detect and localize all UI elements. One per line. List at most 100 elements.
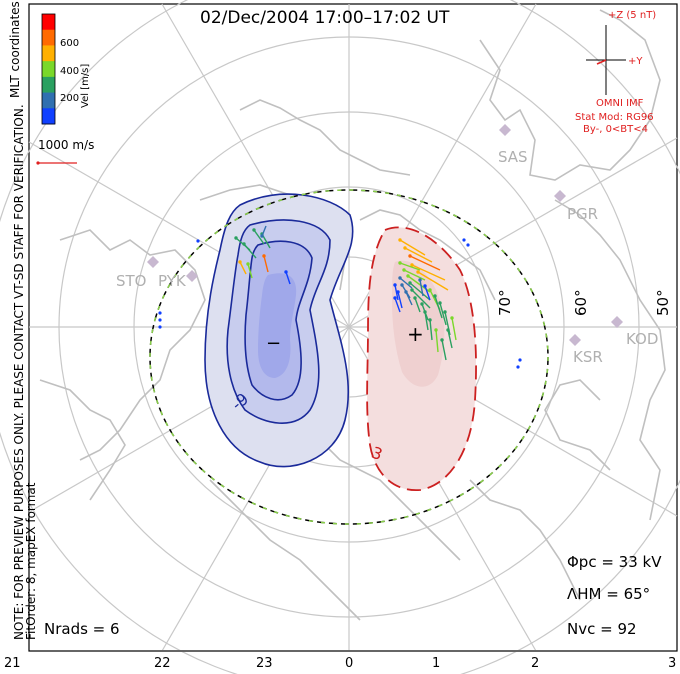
velocity-vector	[429, 319, 433, 341]
velocity-vector	[399, 262, 421, 271]
velocity-vector	[405, 291, 413, 306]
velocity-vector-origin	[252, 228, 256, 232]
velocity-dots	[158, 238, 522, 369]
mlt-tick-0: 0	[345, 656, 354, 671]
station-sas: SAS	[498, 148, 528, 166]
mlt-tick-23: 23	[256, 656, 273, 671]
velocity-vector-origin	[410, 288, 414, 292]
radar-count: Nrads = 6	[44, 620, 120, 638]
velocity-vector	[261, 225, 267, 237]
velocity-vector	[404, 247, 433, 263]
colorbar-segment	[42, 92, 55, 109]
lat-label-60: 60°	[572, 289, 590, 316]
velocity-vector-origin	[398, 238, 402, 242]
stat-model: Stat Mod: RG96	[575, 112, 654, 123]
station-sto: STO	[116, 272, 147, 290]
velocity-vector	[439, 302, 447, 326]
velocity-vector-origin	[404, 290, 408, 294]
map-title: 02/Dec/2004 17:00–17:02 UT	[200, 8, 450, 28]
velocity-vector-origin	[403, 246, 407, 250]
velocity-vector-origin	[428, 318, 432, 322]
mlt-tick-21: 21	[4, 656, 21, 671]
colorbar-segment	[42, 76, 55, 94]
velocity-vector-origin	[434, 328, 438, 332]
velocity-vector-origin	[402, 268, 406, 272]
velocity-vector-origin	[406, 274, 410, 278]
velocity-vector	[451, 317, 457, 341]
velocity-vectors	[234, 225, 457, 361]
colorbar-border	[41, 13, 56, 125]
velocity-vector-origin	[428, 288, 432, 292]
mlt-tick-22: 22	[154, 656, 171, 671]
velocity-vector	[441, 339, 447, 361]
mlt-tick-2: 2	[531, 656, 540, 671]
velocity-vector	[285, 271, 291, 285]
velocity-vector-origin	[443, 310, 447, 314]
velocity-vector-origin	[234, 236, 238, 240]
velocity-vector	[253, 229, 265, 245]
cross-polar-cap-potential: Φpc = 33 kV	[567, 553, 662, 571]
velocity-vector-origin	[440, 338, 444, 342]
mlt-coordinates-label: MLT coordinates	[8, 1, 22, 98]
velocity-vector	[424, 285, 431, 301]
velocity-vector-origin	[433, 294, 437, 298]
colorbar-label: Vel [m/s]	[80, 63, 91, 108]
velocity-vector	[434, 295, 443, 319]
velocity-vector	[417, 271, 449, 291]
velocity-vector-origin	[398, 261, 402, 265]
velocity-vector	[247, 263, 253, 279]
velocity-vector	[243, 243, 257, 259]
vector-count: Nvc = 92	[567, 620, 637, 638]
velocity-vector-origin	[400, 283, 404, 287]
imf-condition: By-, 0<BT<4	[583, 124, 649, 135]
colorbar-segment	[42, 45, 55, 62]
velocity-vector-origin	[396, 290, 400, 294]
velocity-vector	[411, 264, 446, 281]
velocity-vector-origin	[416, 270, 420, 274]
station-ksr: KSR	[573, 348, 603, 366]
velocity-vector-origin	[393, 296, 397, 300]
velocity-vector	[419, 279, 424, 297]
colorbar-segment	[42, 29, 55, 46]
velocity-vector-origin	[284, 270, 288, 274]
colorbar-tick-200: 200	[60, 93, 80, 104]
fit-order-note: FitOrder: 8, mapEX format	[24, 482, 38, 640]
velocity-vector-origin	[423, 310, 427, 314]
velocity-vector-origin	[418, 278, 422, 282]
colorbar-segment	[42, 108, 55, 125]
velocity-vector	[397, 291, 403, 309]
colorbar-segment	[42, 61, 55, 78]
imf-z-label: +Z (5 nT)	[608, 10, 657, 21]
station-markers	[147, 124, 623, 346]
negative-potential-cell	[204, 193, 354, 468]
velocity-vector-origin	[260, 234, 264, 238]
velocity-vector	[394, 297, 401, 313]
velocity-vector-origin	[262, 254, 266, 258]
imf-source: OMNI IMF	[596, 98, 644, 109]
velocity-vector-origin	[398, 276, 402, 280]
velocity-vector-origin	[413, 296, 417, 300]
velocity-vector-origin	[423, 284, 427, 288]
velocity-vector	[414, 297, 421, 313]
velocity-vector-origin	[450, 316, 454, 320]
velocity-vector-origin	[242, 242, 246, 246]
imf-y-label: +Y	[628, 56, 643, 67]
mlt-tick-1: 1	[432, 656, 441, 671]
velocity-vector-origin	[446, 328, 450, 332]
velocity-vector	[409, 282, 431, 301]
velocity-vector-origin	[410, 263, 414, 267]
velocity-vector	[411, 289, 431, 309]
velocity-vector-origin	[393, 283, 397, 287]
reference-vector-label: 1000 m/s	[38, 138, 95, 152]
lat-label-70: 70°	[496, 289, 514, 316]
velocity-vector	[447, 329, 453, 349]
hm-boundary-latitude: ΛHM = 65°	[567, 585, 651, 603]
potential-max-marker: +	[407, 322, 424, 346]
reference-vector	[36, 161, 77, 165]
colorbar-tick-600: 600	[60, 38, 80, 49]
velocity-vector-origin	[438, 301, 442, 305]
velocity-vector	[424, 311, 429, 331]
hm-boundary	[149, 189, 549, 525]
station-kod: KOD	[626, 330, 659, 348]
